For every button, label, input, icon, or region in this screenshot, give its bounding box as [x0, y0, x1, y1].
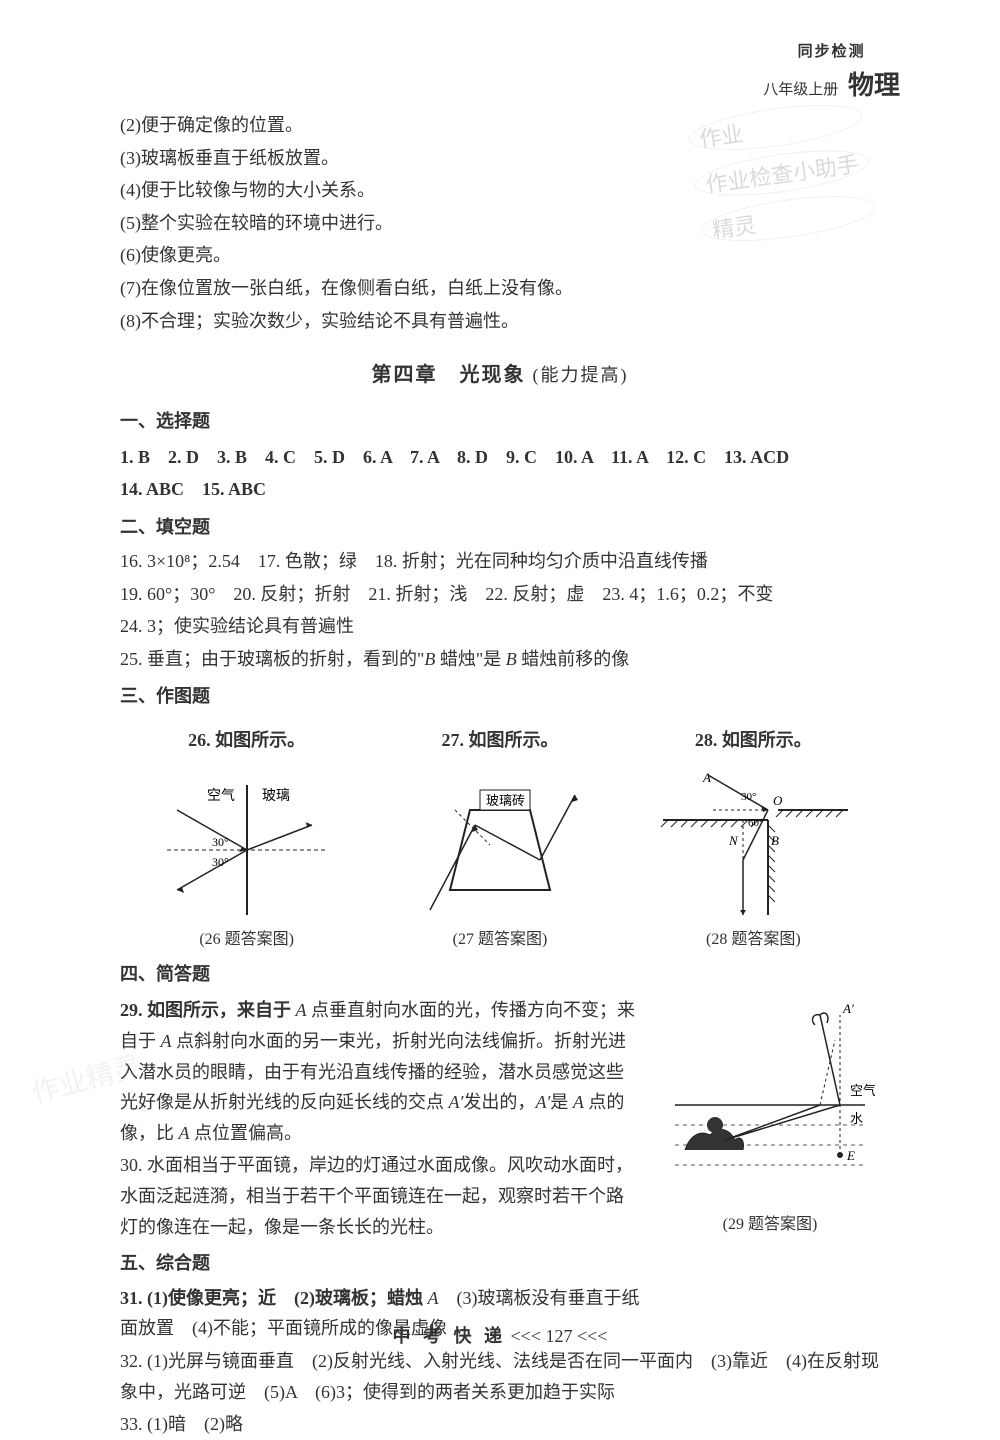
- chapter-sub: (能力提高): [533, 365, 629, 385]
- q33: 33. (1)暗 (2)略: [120, 1409, 880, 1440]
- wm-1: 作业: [686, 96, 866, 158]
- cap26: (26 题答案图): [120, 926, 373, 953]
- q27-text: 27. 如图所示。: [441, 730, 558, 750]
- q29-A5: A: [573, 1092, 584, 1112]
- footer-page: 127: [546, 1326, 573, 1346]
- fig27-label: 玻璃砖: [486, 793, 525, 808]
- q29-p3: 发出的，: [463, 1092, 535, 1112]
- sec1-line1: 1. B 2. D 3. B 4. C 5. D 6. A 7. A 8. D …: [120, 447, 789, 467]
- footer-al: <<<: [511, 1326, 541, 1346]
- q29-p6: 点位置偏高。: [190, 1123, 303, 1143]
- sec1-ans2: 14. ABC 15. ABC: [120, 473, 880, 505]
- q29-A2: A: [161, 1031, 172, 1051]
- q30: 30. 水面相当于平面镜，岸边的灯通过水面成像。风吹动水面时，水面泛起涟漪，相当…: [120, 1150, 640, 1242]
- q31-A: A: [427, 1288, 438, 1308]
- q26-label: 26. 如图所示。: [120, 725, 373, 756]
- fig29-A: A′: [842, 1001, 854, 1016]
- figure-26: 空气 玻璃 30° 30° (26 题答案图): [120, 780, 373, 953]
- sec5-heading: 五、综合题: [120, 1248, 640, 1279]
- figure-28: A O N B 30° 60° (28 题答案图): [627, 770, 880, 953]
- q27-label: 27. 如图所示。: [373, 725, 626, 756]
- chapter-title: 第四章 光现象 (能力提高): [120, 358, 880, 392]
- ans-7: (7)在像位置放一张白纸，在像侧看白纸，白纸上没有像。: [120, 273, 880, 304]
- q26-text: 26. 如图所示。: [188, 730, 305, 750]
- sec2-l4: 25. 垂直；由于玻璃板的折射，看到的"B 蜡烛"是 B 蜡烛前移的像: [120, 644, 880, 675]
- sec2-heading: 二、填空题: [120, 512, 880, 543]
- sec2-l4-mid: 蜡烛"是: [435, 649, 505, 669]
- fig26-svg: 空气 玻璃 30° 30°: [157, 780, 337, 920]
- sec2-l4-b2: B: [506, 649, 517, 669]
- chapter-main: 第四章 光现象: [372, 364, 526, 386]
- fig26-ang2: 30°: [212, 855, 229, 869]
- fig27-svg: 玻璃砖: [410, 780, 590, 920]
- q29-A4: A′: [535, 1092, 550, 1112]
- fig26-air: 空气: [207, 788, 235, 804]
- q29-A3: A′: [449, 1092, 464, 1112]
- sec2-l1: 16. 3×10⁸；2.54 17. 色散；绿 18. 折射；光在同种均匀介质中…: [120, 546, 880, 577]
- fig29-water: 水: [850, 1111, 863, 1126]
- sec2-l4-b1: B: [424, 649, 435, 669]
- fig28-ang2: 60°: [748, 817, 763, 829]
- fig28-A: A: [702, 770, 711, 785]
- sec1-ans1: 1. B 2. D 3. B 4. C 5. D 6. A 7. A 8. D …: [120, 441, 880, 473]
- q29-A6: A: [179, 1123, 190, 1143]
- wm-2: 作业检查小助手: [692, 142, 872, 204]
- footer-ar: <<<: [577, 1326, 607, 1346]
- q29-block: 29. 如图所示，来自于 A 点垂直射向水面的光，传播方向不变；来自于 A 点斜…: [120, 995, 880, 1346]
- fig29-E: E: [846, 1148, 855, 1163]
- fig28-svg: A O N B 30° 60°: [653, 770, 853, 920]
- q29-figure: A′ E 空气 水 (29 题答案图): [660, 995, 880, 1346]
- fig28-B: B: [771, 833, 779, 848]
- fig26-ang1: 30°: [212, 835, 229, 849]
- fig26-glass: 玻璃: [262, 787, 290, 804]
- sec1-heading: 一、选择题: [120, 406, 880, 437]
- sec2-l4-suffix: 蜡烛前移的像: [517, 649, 630, 669]
- cap27: (27 题答案图): [373, 926, 626, 953]
- sec2-l3: 24. 3；使实验结论具有普遍性: [120, 611, 880, 642]
- figures-row: 空气 玻璃 30° 30° (26 题答案图) 玻璃砖 (27 题答案图): [120, 770, 880, 953]
- q31-prefix: 31. (1)使像更亮；近 (2)玻璃板；蜡烛: [120, 1288, 427, 1308]
- sec3-heading: 三、作图题: [120, 681, 880, 712]
- header-line1: 同步检测: [763, 40, 900, 61]
- q29: 29. 如图所示，来自于 A 点垂直射向水面的光，传播方向不变；来自于 A 点斜…: [120, 995, 640, 1148]
- fig29-svg: A′ E 空气 水: [665, 995, 875, 1195]
- q32: 32. (1)光屏与镜面垂直 (2)反射光线、入射光线、法线是否在同一平面内 (…: [120, 1346, 880, 1407]
- sec2-l2: 19. 60°；30° 20. 反射；折射 21. 折射；浅 22. 反射；虚 …: [120, 579, 880, 610]
- q29-text-block: 29. 如图所示，来自于 A 点垂直射向水面的光，传播方向不变；来自于 A 点斜…: [120, 995, 640, 1346]
- fig28-N: N: [728, 833, 739, 848]
- sec2-l4-prefix: 25. 垂直；由于玻璃板的折射，看到的": [120, 649, 424, 669]
- figure-27: 玻璃砖 (27 题答案图): [373, 780, 626, 953]
- fig28-ang1: 30°: [741, 791, 756, 803]
- q29-A1: A: [296, 1000, 307, 1020]
- q28-text: 28. 如图所示。: [695, 730, 812, 750]
- q29-prefix: 29. 如图所示，来自于: [120, 1000, 296, 1020]
- footer-title: 中 考 快 递: [393, 1326, 507, 1346]
- q26-28-labels: 26. 如图所示。 27. 如图所示。 28. 如图所示。: [120, 725, 880, 756]
- sec1-line2: 14. ABC 15. ABC: [120, 479, 266, 499]
- q29-p4: 是: [550, 1092, 573, 1112]
- main-content: (2)便于确定像的位置。 (3)玻璃板垂直于纸板放置。 (4)便于比较像与物的大…: [120, 110, 880, 1440]
- sec4-heading: 四、简答题: [120, 959, 880, 990]
- fig29-air: 空气: [850, 1083, 875, 1098]
- cap28: (28 题答案图): [627, 926, 880, 953]
- ans-8: (8)不合理；实验次数少，实验结论不具有普遍性。: [120, 306, 880, 337]
- cap29: (29 题答案图): [660, 1211, 880, 1238]
- page-footer: 中 考 快 递 <<< 127 <<<: [0, 1322, 1000, 1348]
- watermark-stamp: 作业 作业检查小助手 精灵: [685, 88, 880, 257]
- q28-label: 28. 如图所示。: [627, 725, 880, 756]
- fig28-O: O: [773, 793, 783, 808]
